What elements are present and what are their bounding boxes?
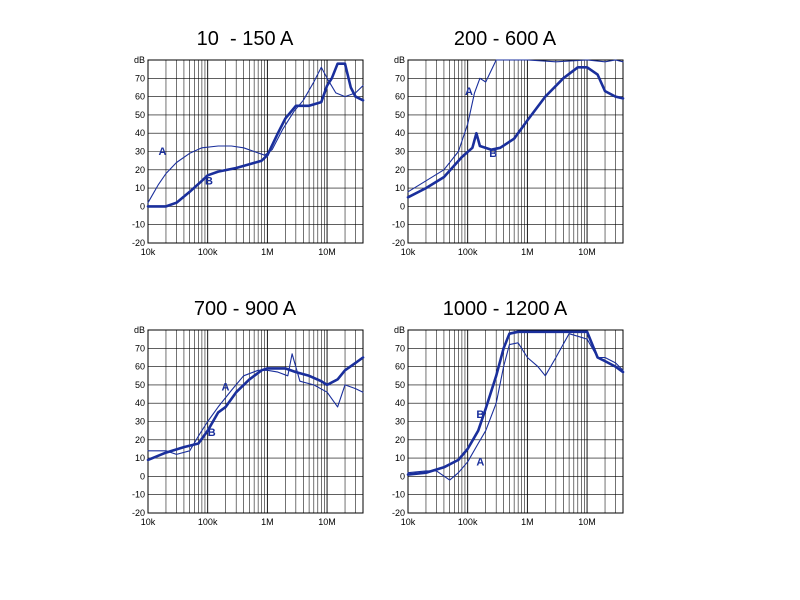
y-tick-label: 70 <box>135 73 145 83</box>
y-tick-label: 60 <box>395 362 405 372</box>
series-label-a: A <box>476 456 484 468</box>
y-tick-label: 40 <box>395 128 405 138</box>
y-tick-label: 30 <box>395 417 405 427</box>
x-tick-label: 10M <box>318 247 336 257</box>
y-tick-label: -10 <box>132 220 145 230</box>
y-tick-label: -20 <box>392 238 405 248</box>
y-tick-label: dB <box>134 55 145 65</box>
series-label-b: B <box>489 148 497 160</box>
x-tick-label: 100k <box>458 247 478 257</box>
x-tick-label: 100k <box>458 517 478 527</box>
y-tick-label: -10 <box>392 490 405 500</box>
series-line-a <box>407 333 624 481</box>
y-tick-label: 20 <box>395 435 405 445</box>
y-tick-label: dB <box>134 325 145 335</box>
series-line-b <box>406 66 625 199</box>
y-tick-label: 20 <box>395 165 405 175</box>
series-label-a: A <box>221 381 229 393</box>
chart-title: 10 - 150 A <box>196 28 294 50</box>
y-tick-label: 70 <box>395 343 405 353</box>
x-tick-label: 10k <box>401 517 416 527</box>
y-tick-label: dB <box>394 55 405 65</box>
y-tick-label: 50 <box>135 110 145 120</box>
y-tick-label: 10 <box>135 453 145 463</box>
series-label-a: A <box>159 146 167 158</box>
y-tick-label: 30 <box>135 417 145 427</box>
chart-title: 700 - 900 A <box>193 298 297 320</box>
y-tick-label: 70 <box>395 73 405 83</box>
series-label-b: B <box>205 175 213 187</box>
x-tick-label: 10M <box>578 247 596 257</box>
y-tick-label: 50 <box>135 380 145 390</box>
y-tick-label: 50 <box>395 380 405 390</box>
y-tick-label: 60 <box>135 362 145 372</box>
y-tick-label: 10 <box>135 183 145 193</box>
x-tick-label: 1M <box>521 247 534 257</box>
series-line-b <box>146 356 365 462</box>
series-label-b: B <box>476 409 484 421</box>
x-tick-label: 1M <box>261 517 274 527</box>
series-label-a: A <box>465 86 473 98</box>
y-tick-label: 10 <box>395 183 405 193</box>
x-tick-label: 10k <box>141 517 156 527</box>
y-tick-label: 40 <box>135 398 145 408</box>
y-tick-label: 20 <box>135 435 145 445</box>
y-tick-label: 10 <box>395 453 405 463</box>
chart-panel-1: 10 - 150 A dB 70 60 50 40 30 20 10 0 -10 -20 10k 100… <box>120 28 370 268</box>
y-tick-label: 0 <box>400 471 405 481</box>
x-tick-label: 10M <box>578 517 596 527</box>
x-tick-label: 100k <box>198 247 218 257</box>
series-line-a <box>147 66 364 204</box>
y-tick-label: 30 <box>135 147 145 157</box>
x-tick-label: 100k <box>198 517 218 527</box>
y-tick-label: 40 <box>135 128 145 138</box>
y-tick-label: -20 <box>132 508 145 518</box>
y-tick-label: -10 <box>392 220 405 230</box>
series-line-b <box>406 330 625 476</box>
chart-title: 1000 - 1200 A <box>442 298 568 320</box>
y-tick-label: 40 <box>395 398 405 408</box>
series-line-b <box>146 62 365 208</box>
y-tick-label: -10 <box>132 490 145 500</box>
series-line-a <box>407 59 624 193</box>
y-tick-label: 0 <box>140 201 145 211</box>
y-tick-label: 50 <box>395 110 405 120</box>
y-tick-label: 60 <box>395 92 405 102</box>
chart-panel-2: 200 - 600 A dB 70 60 50 40 30 20 10 0 -10 -20 10k 10… <box>380 28 630 268</box>
series-label-b: B <box>208 427 216 439</box>
x-tick-label: 1M <box>261 247 274 257</box>
x-tick-label: 1M <box>521 517 534 527</box>
y-tick-label: -20 <box>132 238 145 248</box>
x-tick-label: 10M <box>318 517 336 527</box>
y-tick-label: 20 <box>135 165 145 175</box>
series-line-a <box>147 353 364 455</box>
y-tick-label: 0 <box>140 471 145 481</box>
chart-title: 200 - 600 A <box>453 28 557 50</box>
y-tick-label: -20 <box>392 508 405 518</box>
x-tick-label: 10k <box>141 247 156 257</box>
y-tick-label: 60 <box>135 92 145 102</box>
chart-panel-3: 700 - 900 A dB 70 60 50 40 30 20 10 0 -10 -20 10k 10… <box>120 298 370 538</box>
y-tick-label: 0 <box>400 201 405 211</box>
y-tick-label: 30 <box>395 147 405 157</box>
y-tick-label: 70 <box>135 343 145 353</box>
x-tick-label: 10k <box>401 247 416 257</box>
chart-panel-4: 1000 - 1200 A dB 70 60 50 40 30 20 10 0 -10 -20 10k… <box>380 298 630 538</box>
y-tick-label: dB <box>394 325 405 335</box>
